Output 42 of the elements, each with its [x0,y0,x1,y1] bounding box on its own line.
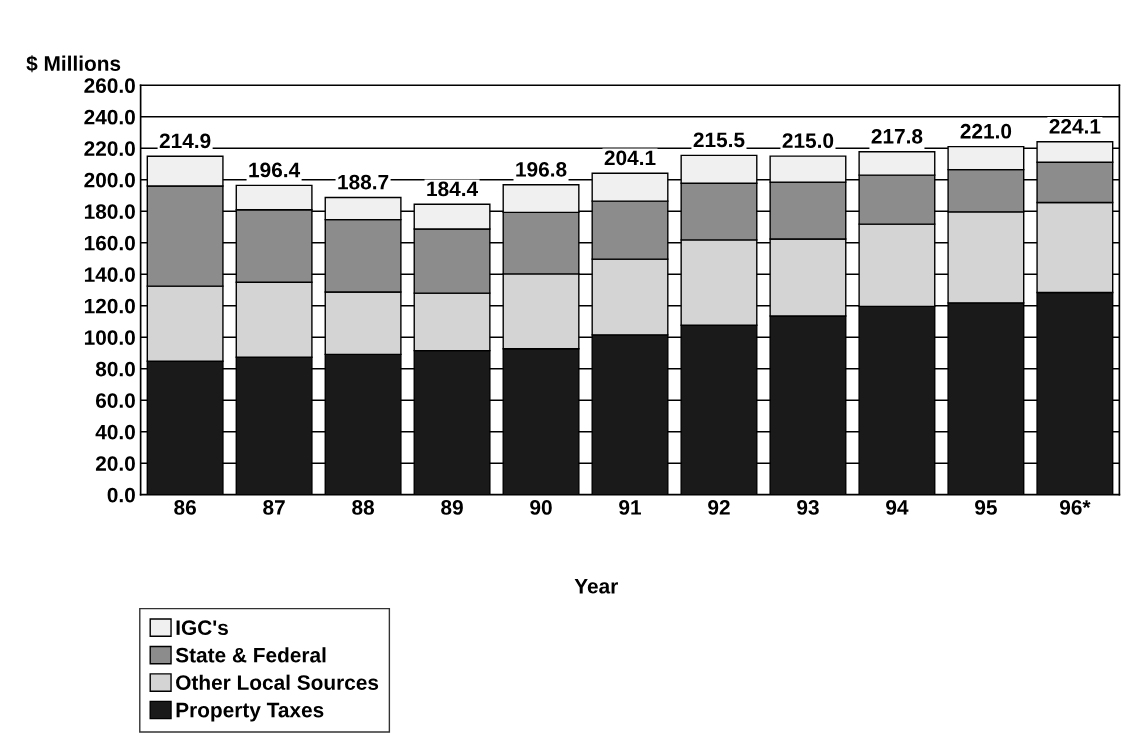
y-tick-label: 80.0 [95,361,135,377]
x-tick-label: 93 [797,500,819,515]
x-tick-label: 90 [530,500,552,515]
x-tick-label: 91 [619,500,642,515]
y-tick-label: 20.0 [95,456,135,471]
total-label: 196.8 [516,161,567,177]
y-tick-label: 60.0 [95,393,135,408]
total-label: 204.1 [604,150,656,166]
total-label: 215.0 [782,133,834,149]
x-axis-title: Year [574,579,618,594]
total-label: 184.4 [427,181,478,197]
y-tick-label: 120.0 [84,298,135,314]
y-tick-label: 180.0 [84,204,135,219]
total-label: 196.4 [249,162,301,178]
y-tick-label: 260.0 [84,78,135,94]
x-tick-label: 86 [174,500,196,515]
y-tick-label: 100.0 [84,330,135,345]
x-tick-label: 95 [975,500,997,515]
x-tick-label: 88 [352,500,375,515]
y-tick-label: 160.0 [84,235,135,251]
x-tick-label: 96* [1059,500,1091,515]
legend-label: Other Local Sources [176,674,379,690]
total-label: 214.9 [159,133,211,149]
legend-label: IGC's [176,620,228,636]
total-label: 217.8 [871,128,923,144]
y-tick-label: 200.0 [84,172,135,188]
legend-label: Property Taxes [176,702,324,722]
y-tick-label: 140.0 [84,267,135,282]
x-tick-label: 87 [263,500,285,515]
legend-label: State & Federal [175,647,326,663]
total-label: 188.7 [338,174,389,190]
y-tick-label: 240.0 [84,109,135,125]
total-label: 224.1 [1049,118,1101,134]
y-tick-label: 40.0 [95,424,135,440]
x-tick-label: 94 [886,500,909,515]
y-tick-label: 0.0 [107,487,135,503]
x-tick-label: 92 [708,500,730,515]
x-tick-label: 89 [441,500,463,515]
y-tick-label: 220.0 [84,141,135,156]
total-label: 221.0 [960,123,1012,139]
total-label: 215.5 [693,132,745,148]
y-axis-title: $ Millions [26,55,121,73]
